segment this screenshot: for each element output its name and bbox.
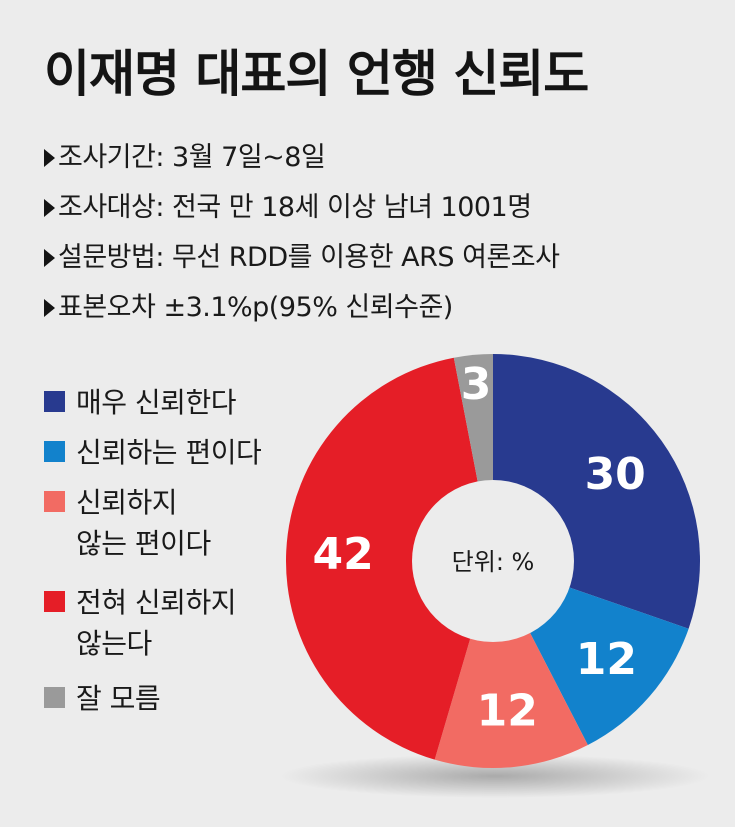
legend-swatch [44,491,65,512]
survey-info: 조사기간: 3월 7일~8일 조사대상: 전국 만 18세 이상 남녀 1001… [44,140,560,340]
legend-label: 잘 모름 [76,682,161,715]
info-text: 설문방법: 무선 RDD를 이용한 ARS 여론조사 [58,242,560,273]
chart-shadow [280,754,710,798]
value-label: 12 [477,685,538,736]
legend-label: 신뢰하는 편이다 [76,436,262,469]
chart-value-labels: 30 12 12 42 3 [313,359,646,737]
value-label: 3 [461,359,492,410]
value-label: 42 [313,529,374,580]
info-row-error: 표본오차 ±3.1%p(95% 신뢰수준) [44,290,559,340]
info-text: 조사기간: 3월 7일~8일 [58,142,326,173]
chart-title: 이재명 대표의 언행 신뢰도 [44,45,589,103]
value-label: 30 [585,449,646,500]
slice-not-trust [285,357,493,760]
info-row-period: 조사기간: 3월 7일~8일 [44,140,559,190]
arrow-icon [44,249,55,267]
legend-swatch [44,391,65,412]
value-label: 12 [576,634,637,685]
arrow-icon [44,199,55,217]
info-row-target: 조사대상: 전국 만 18세 이상 남녀 1001명 [44,190,559,240]
info-text: 표본오차 ±3.1%p(95% 신뢰수준) [58,292,453,323]
legend-label: 전혀 신뢰하지 않는다 [76,586,236,660]
legend-swatch [44,687,65,708]
arrow-icon [44,299,55,317]
slice-somewhat-distrust [434,561,588,768]
info-text: 조사대상: 전국 만 18세 이상 남녀 1001명 [58,192,532,223]
center-label: 단위: % [452,548,535,576]
legend-label: 신뢰하지 않는 편이다 [76,486,211,560]
legend-swatch [44,591,65,612]
legend-swatch [44,441,65,462]
donut-hole [412,480,574,642]
legend-label: 매우 신뢰한다 [76,386,236,419]
arrow-icon [44,149,55,167]
info-row-method: 설문방법: 무선 RDD를 이용한 ARS 여론조사 [44,240,560,290]
